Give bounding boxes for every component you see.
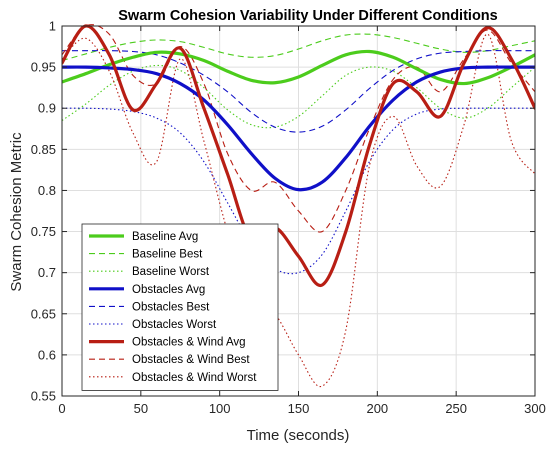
series-line-obstacles-best (62, 50, 535, 133)
series-layer (62, 24, 535, 388)
x-axis-label: Time (seconds) (247, 427, 350, 444)
x-tick-label: 200 (366, 401, 388, 416)
legend-label: Obstacles Worst (132, 319, 217, 331)
legend-label: Baseline Best (132, 249, 203, 261)
series-line-obstacles-avg (62, 65, 535, 192)
y-tick-label: 0.75 (31, 224, 56, 239)
legend-label: Baseline Avg (132, 231, 198, 243)
y-tick-label: 0.55 (31, 389, 56, 404)
y-axis-label: Swarm Cohesion Metric (8, 132, 25, 292)
y-axis-ticks: 0.55 0.6 0.65 0.7 0.75 0.8 0.85 0.9 0.95 1 (31, 19, 535, 404)
legend-box (81, 223, 279, 391)
x-tick-label: 300 (524, 401, 546, 416)
series-line-obstacles-and-wind-best (62, 24, 535, 233)
x-tick-label: 0 (58, 401, 65, 416)
series-line-obstacles-and-wind-worst (62, 33, 535, 388)
x-tick-label: 100 (209, 401, 231, 416)
legend-label: Obstacles & Wind Best (132, 354, 250, 366)
x-axis-ticks: 0 50 100 150 200 250 300 (58, 26, 546, 416)
legend: Baseline Avg Baseline Best Baseline Worst O… (81, 223, 279, 391)
legend-label: Obstacles Avg (132, 284, 205, 296)
legend-label: Baseline Worst (132, 266, 210, 278)
x-tick-label: 50 (134, 401, 148, 416)
chart-title: Swarm Cohesion Variability Under Differe… (118, 8, 497, 24)
y-tick-label: 0.95 (31, 60, 56, 75)
series-line-obstacles-and-wind-avg (62, 24, 535, 287)
x-tick-label: 250 (445, 401, 467, 416)
y-tick-label: 0.7 (38, 265, 56, 280)
y-tick-label: 0.85 (31, 142, 56, 157)
y-tick-label: 0.8 (38, 183, 56, 198)
y-tick-label: 0.6 (38, 347, 56, 362)
legend-label: Obstacles Best (132, 301, 210, 313)
legend-label: Obstacles & Wind Worst (132, 372, 257, 384)
legend-label: Obstacles & Wind Avg (132, 337, 246, 349)
y-tick-label: 0.65 (31, 306, 56, 321)
y-tick-label: 1 (49, 19, 56, 34)
x-tick-label: 150 (288, 401, 310, 416)
y-tick-label: 0.9 (38, 101, 56, 116)
